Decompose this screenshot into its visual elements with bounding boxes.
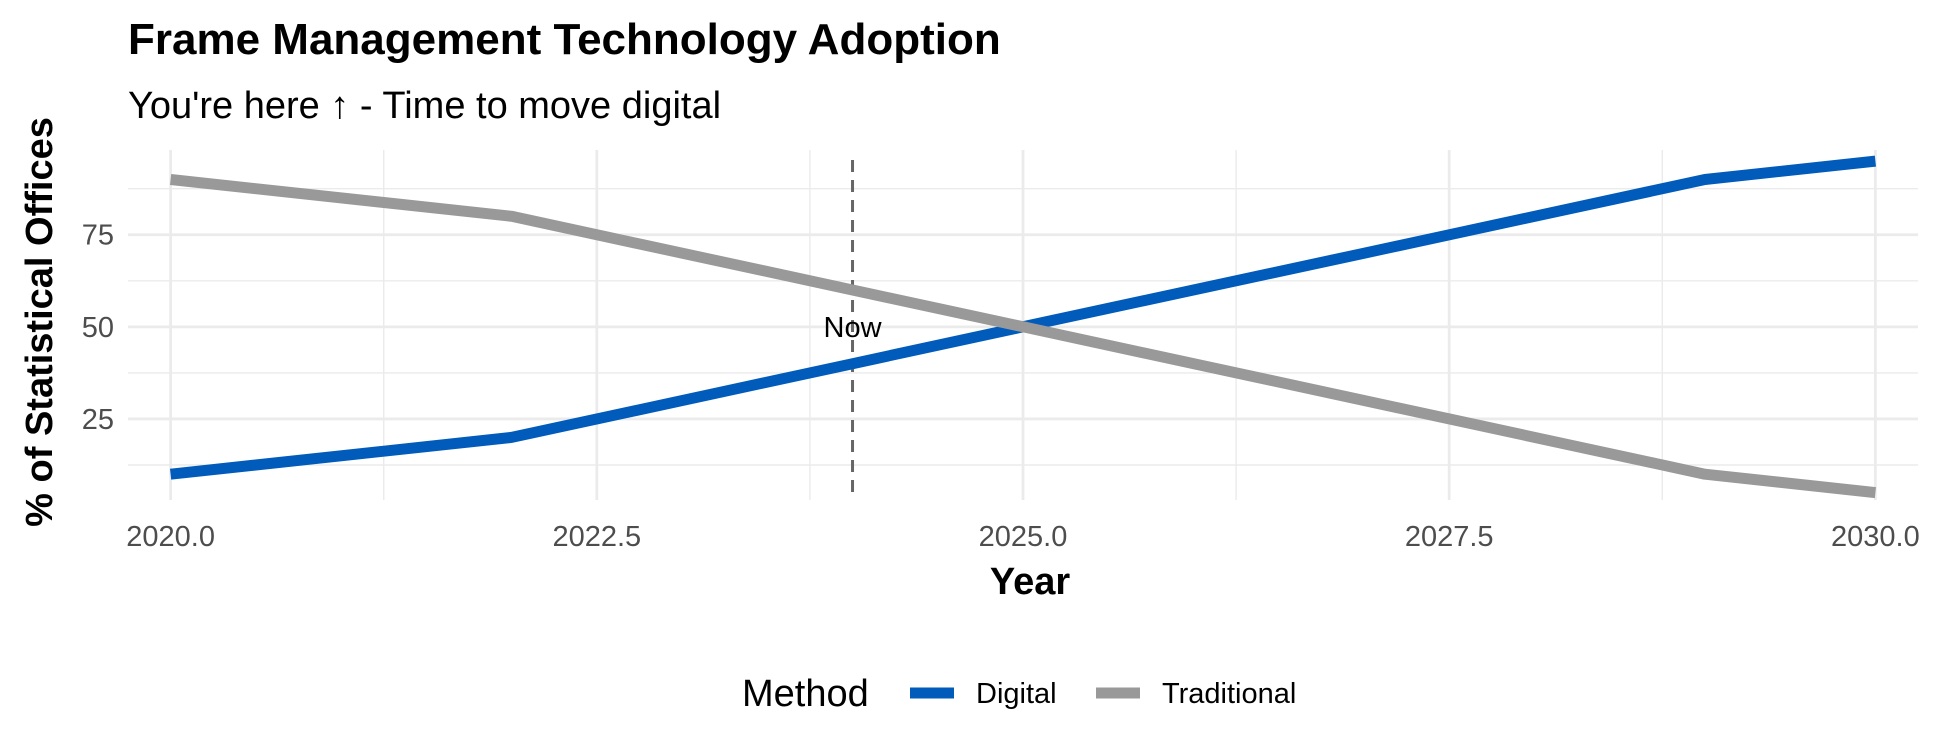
chart-subtitle: You're here ↑ - Time to move digital: [128, 85, 721, 127]
y-tick-label: 25: [82, 404, 114, 436]
series-lines: [170, 155, 1876, 499]
legend-title: Method: [742, 673, 869, 715]
y-axis-title: % of Statistical Offices: [19, 117, 61, 527]
y-tick-label: 75: [82, 220, 114, 252]
x-axis-title: Year: [990, 561, 1071, 603]
legend-items: Digital Traditional: [910, 678, 1296, 710]
x-tick-labels: 2020.0 2022.5 2025.0 2027.5 2030.0: [126, 521, 1919, 553]
x-tick-label: 2020.0: [126, 521, 215, 553]
y-tick-label: 50: [82, 312, 114, 344]
chart-title: Frame Management Technology Adoption: [128, 15, 1001, 64]
grid-major: [128, 150, 1918, 500]
x-tick-label: 2027.5: [1405, 521, 1494, 553]
x-tick-label: 2030.0: [1831, 521, 1920, 553]
legend-label-traditional: Traditional: [1162, 678, 1296, 710]
x-tick-label: 2025.0: [979, 521, 1068, 553]
y-tick-labels: 25 50 75: [82, 220, 114, 436]
legend: Method Digital Traditional: [742, 673, 1296, 715]
now-label: Now: [824, 312, 883, 344]
legend-label-digital: Digital: [976, 678, 1057, 710]
series-line-traditional: [170, 174, 1876, 499]
annotation-labels: Now: [824, 312, 883, 344]
x-tick-label: 2022.5: [552, 521, 641, 553]
